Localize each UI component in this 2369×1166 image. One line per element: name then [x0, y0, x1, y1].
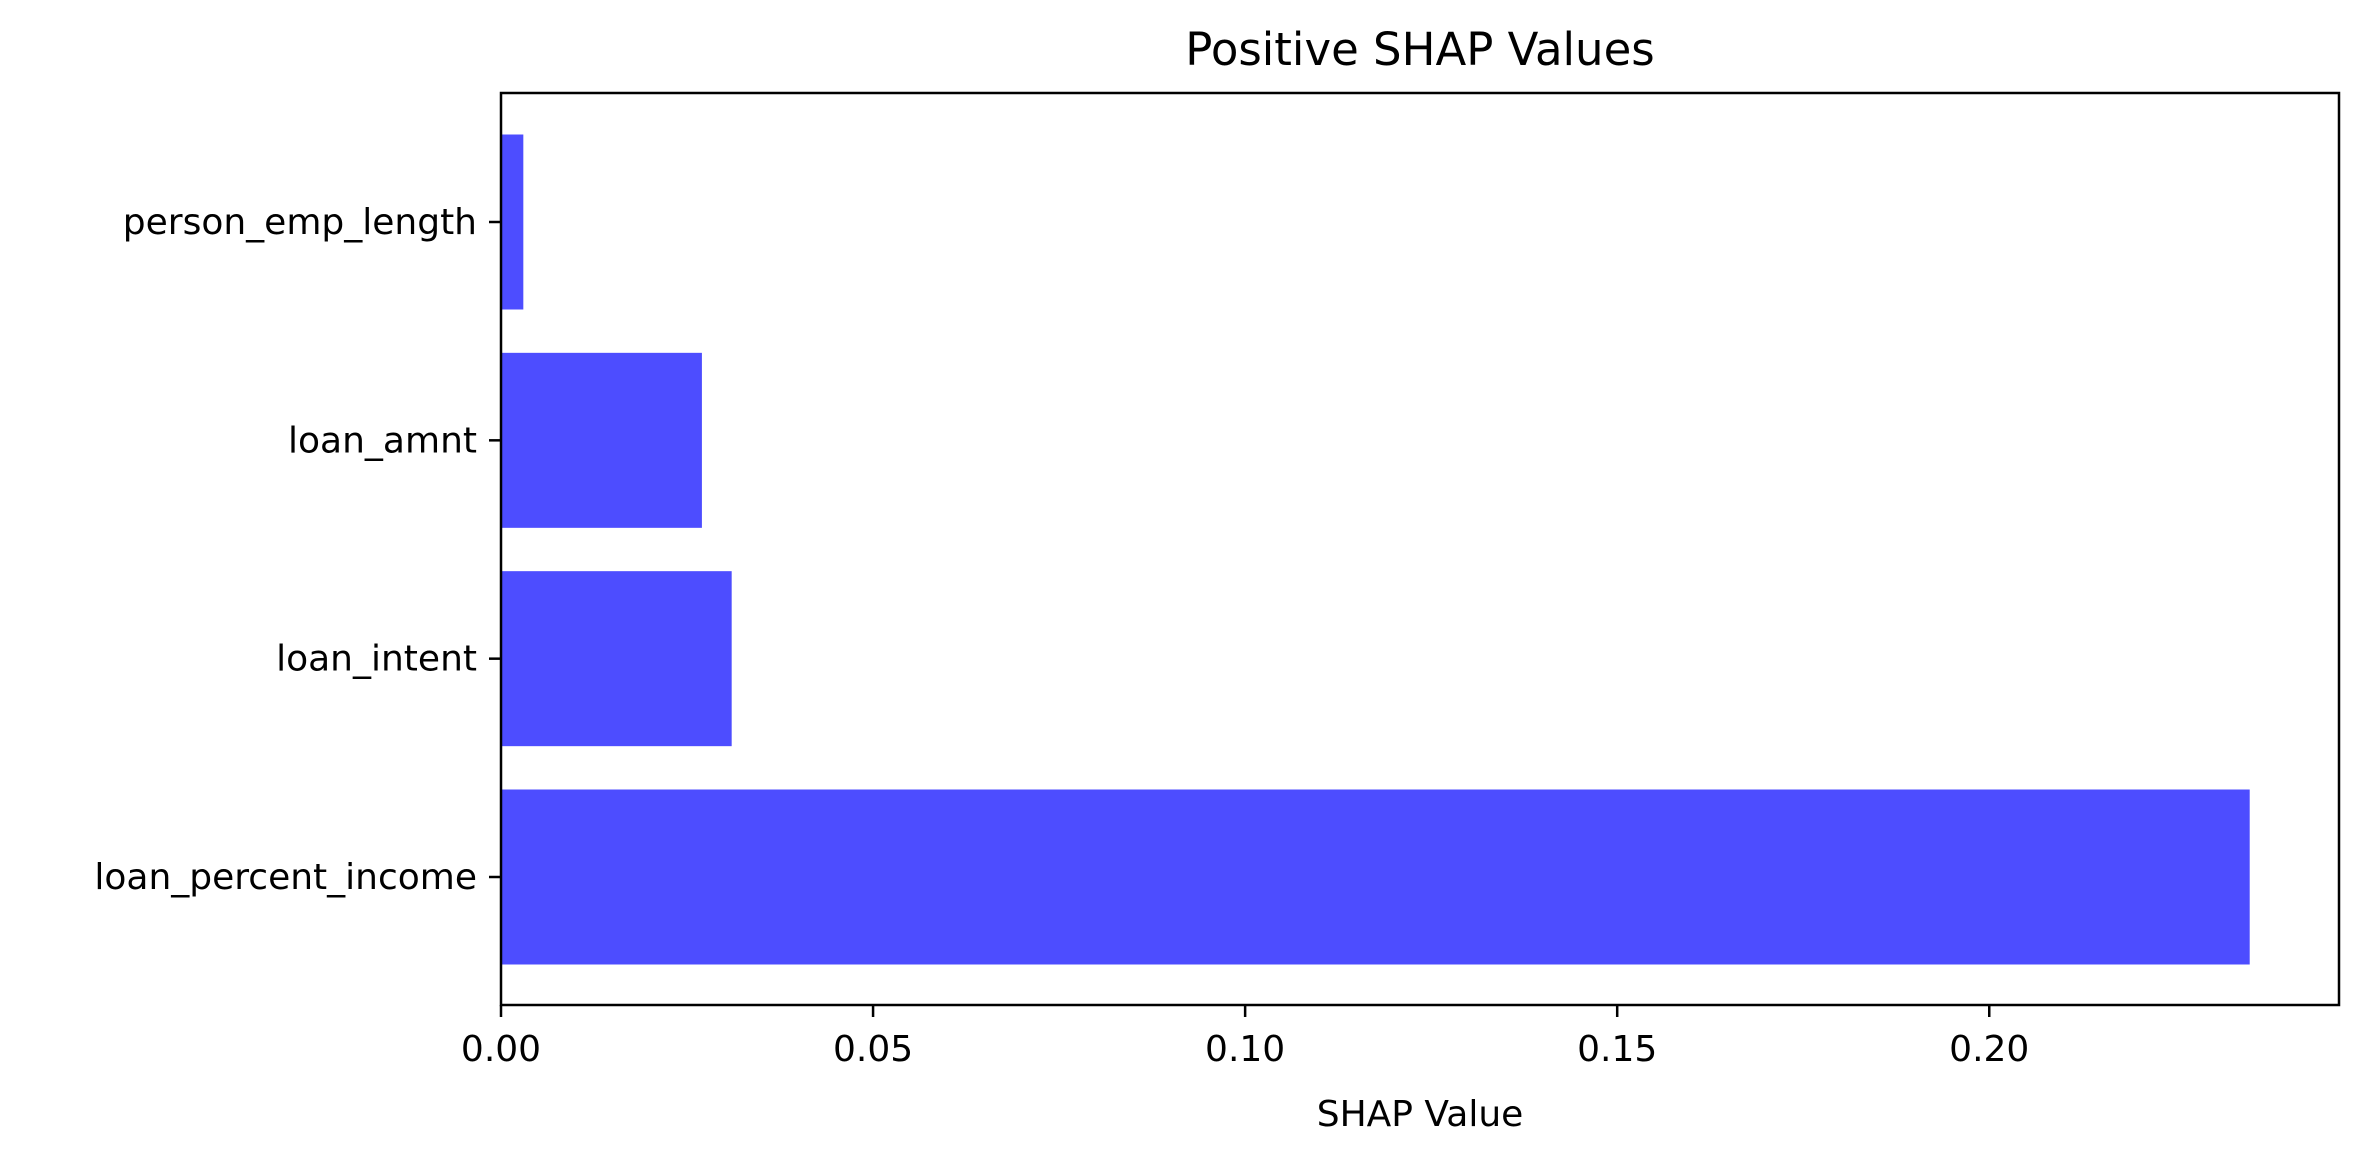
y-tick-label: person_emp_length	[123, 202, 477, 243]
x-tick-label: 0.10	[1205, 1029, 1285, 1070]
plot-frame	[499, 91, 2341, 1007]
x-tick-label: 0.05	[833, 1029, 913, 1070]
x-tick-label: 0.15	[1577, 1029, 1657, 1070]
bars-group	[501, 134, 2250, 965]
bar-loan-intent	[501, 571, 732, 747]
chart-title: Positive SHAP Values	[1185, 23, 1654, 76]
x-tick-label: 0.20	[1949, 1029, 2029, 1070]
bar-loan-amnt	[501, 352, 702, 528]
x-tick-label: 0.00	[461, 1029, 541, 1070]
y-tick-label: loan_percent_income	[94, 857, 477, 898]
bar-loan-percent-income	[501, 789, 2250, 965]
x-axis-label: SHAP Value	[1317, 1094, 1524, 1135]
y-axis-ticks: person_emp_length loan_amnt loan_intentloa…	[94, 202, 501, 898]
y-tick-label: loan_amnt	[288, 420, 477, 461]
bar-person-emp-length	[501, 134, 524, 310]
x-axis-ticks: 0.00 0.05 0.10 0.15 0.20	[461, 1005, 2029, 1070]
y-tick-label: loan_intent	[276, 639, 477, 680]
